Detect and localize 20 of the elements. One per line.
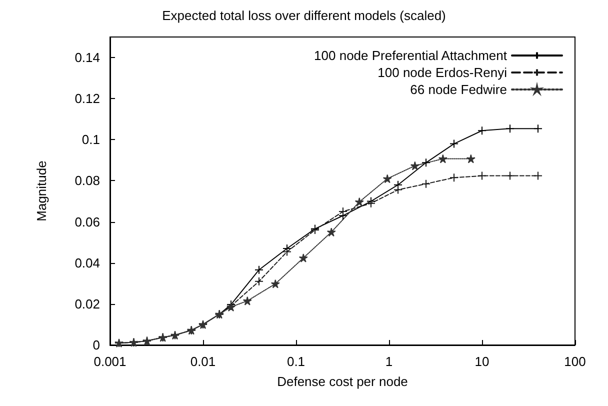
x-tick-label: 10 [474,354,490,369]
y-tick-label: 0.1 [82,132,100,148]
x-tick-label: 1 [385,354,393,369]
legend-label: 66 node Fedwire [410,82,507,97]
y-axis-title: Magnitude [34,160,49,222]
y-tick-label: 0.08 [74,173,100,188]
x-tick-label: 0.01 [190,354,216,369]
y-tick-label: 0.06 [74,214,100,230]
chart-title: Expected total loss over different models (scaled) [162,8,446,23]
y-tick-label: 0.12 [74,91,100,106]
y-tick-label: 0.02 [74,296,100,312]
legend-label: 100 node Erdos-Renyi [378,65,508,80]
x-tick-label: 100 [564,354,586,369]
y-tick-label: 0.14 [74,50,100,66]
x-axis-title: Defense cost per node [277,374,408,389]
y-tick-label: 0.04 [74,255,100,270]
x-tick-label: 0.001 [94,354,126,369]
x-tick-label: 0.1 [286,354,306,369]
legend-label: 100 node Preferential Attachment [314,48,508,63]
y-tick-label: 0 [92,338,100,352]
